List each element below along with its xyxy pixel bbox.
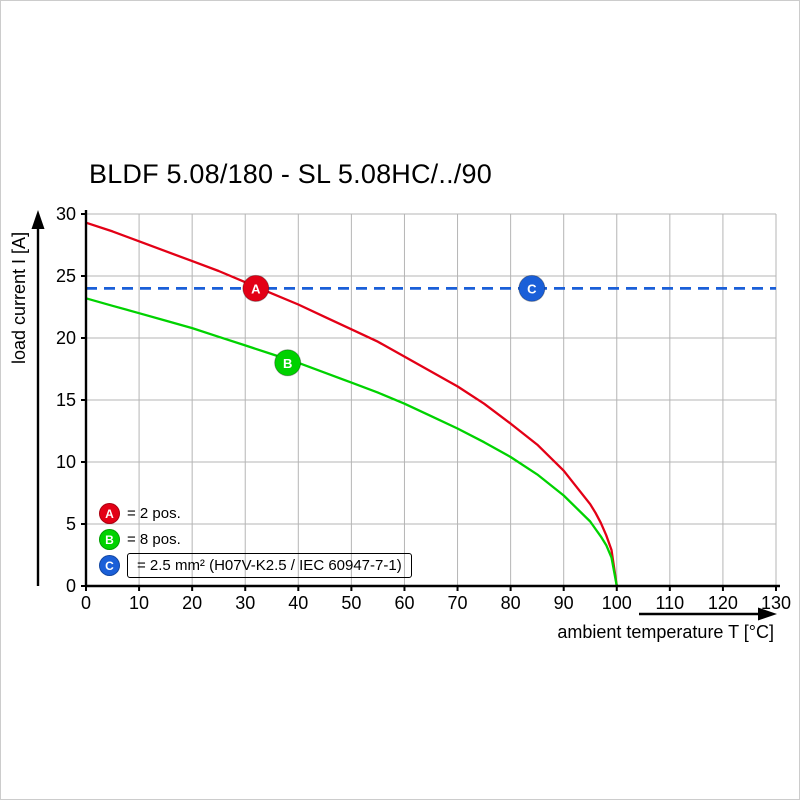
- y-tick-label: 15: [56, 390, 76, 410]
- x-tick-label: 20: [182, 593, 202, 613]
- y-tick-label: 20: [56, 328, 76, 348]
- series-b-legend-icon: B: [99, 529, 120, 550]
- legend-item-wire-spec: C = 2.5 mm² (H07V-K2.5 / IEC 60947-7-1): [99, 553, 412, 578]
- x-tick-label: 60: [394, 593, 414, 613]
- y-tick-label: 30: [56, 204, 76, 224]
- x-tick-label: 110: [655, 593, 684, 613]
- legend-item-2pos: A = 2 pos.: [99, 501, 412, 526]
- x-tick-label: 100: [602, 593, 632, 613]
- x-tick-label: 70: [448, 593, 468, 613]
- x-tick-label: 0: [81, 593, 91, 613]
- x-axis-label: ambient temperature T [°C]: [557, 622, 774, 642]
- series-b-line: [85, 297, 618, 587]
- y-tick-label: 25: [56, 266, 76, 286]
- chart-title: BLDF 5.08/180 - SL 5.08HC/../90: [89, 159, 492, 189]
- x-tick-label: 90: [554, 593, 574, 613]
- y-tick-label: 5: [66, 514, 76, 534]
- series-a-line: [85, 221, 618, 587]
- x-tick-label: 120: [708, 593, 738, 613]
- x-tick-label: 30: [235, 593, 255, 613]
- legend-label-2pos: = 2 pos.: [127, 505, 181, 522]
- marker-C: [518, 274, 546, 302]
- legend-item-8pos: B = 8 pos.: [99, 527, 412, 552]
- y-axis-arrowhead-icon: [31, 210, 45, 229]
- chart-legend: A = 2 pos. B = 8 pos. C = 2.5 mm² (H07V-…: [99, 501, 412, 578]
- x-tick-label: 40: [288, 593, 308, 613]
- marker-A-letter: A: [251, 281, 261, 296]
- x-tick-label: 80: [501, 593, 521, 613]
- legend-label-wire-spec: = 2.5 mm² (H07V-K2.5 / IEC 60947-7-1): [127, 553, 412, 578]
- y-tick-label: 0: [66, 576, 76, 596]
- series-c-legend-icon: C: [99, 555, 120, 576]
- x-axis-arrowhead-icon: [758, 607, 777, 621]
- x-tick-label: 130: [761, 593, 791, 613]
- y-axis-label: load current I [A]: [9, 231, 29, 364]
- y-tick-label: 10: [56, 452, 76, 472]
- marker-C-letter: C: [527, 281, 537, 296]
- marker-A: [242, 274, 270, 302]
- series-a-legend-icon: A: [99, 503, 120, 524]
- x-tick-label: 50: [341, 593, 361, 613]
- legend-label-8pos: = 8 pos.: [127, 531, 181, 548]
- x-tick-label: 10: [129, 593, 149, 613]
- marker-B: [274, 349, 302, 377]
- marker-B-letter: B: [283, 356, 292, 371]
